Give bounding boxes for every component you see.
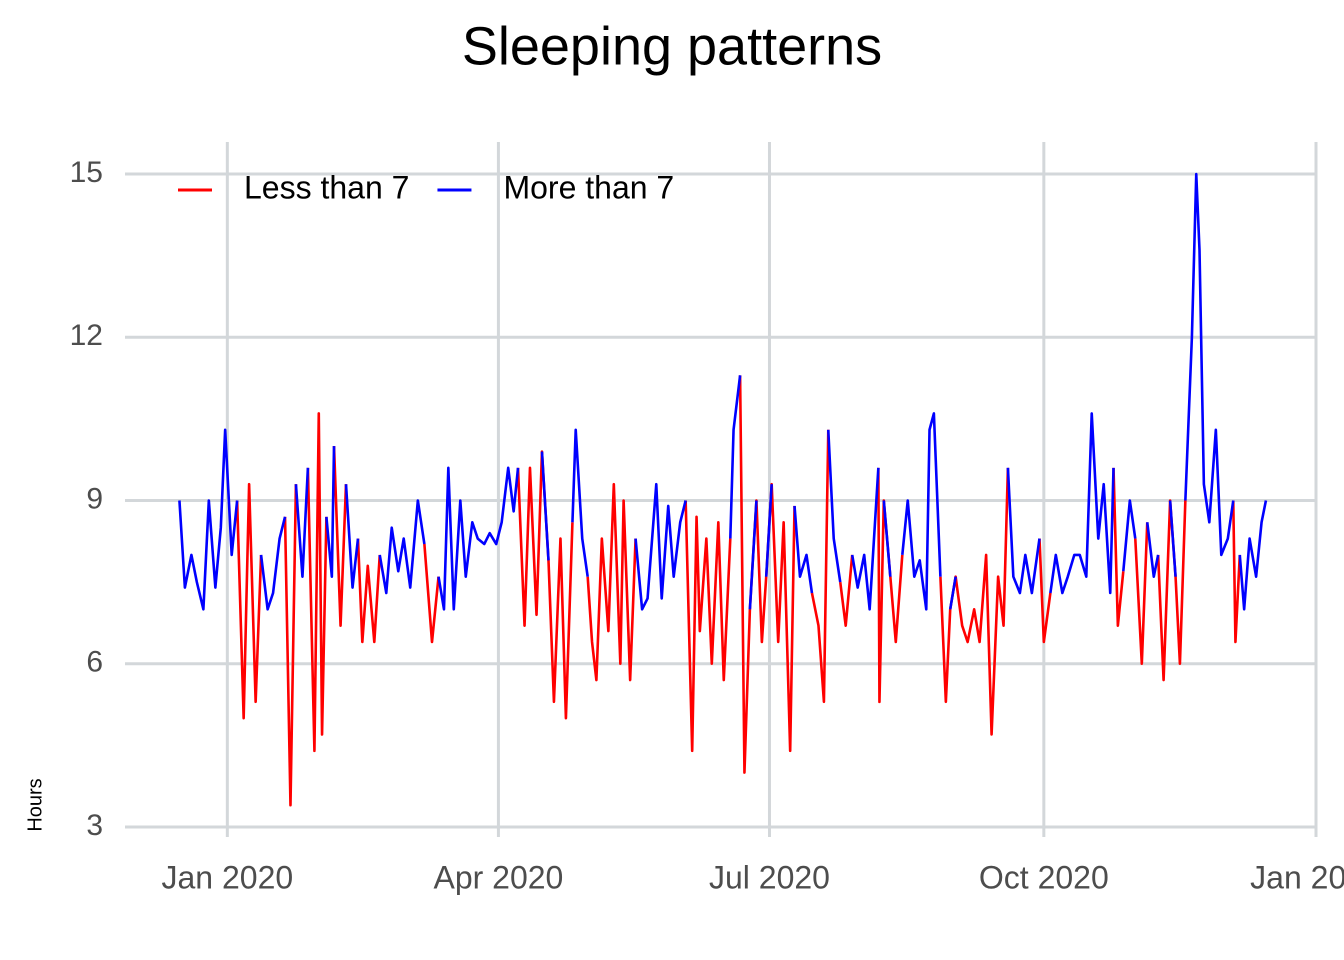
y-tick-label: 3	[86, 809, 103, 842]
y-tick-label: 15	[70, 156, 103, 189]
x-tick-label: Apr 2020	[433, 859, 563, 895]
x-tick-label: Jan 2020	[161, 859, 293, 895]
y-axis-label: Hours	[24, 778, 46, 831]
y-tick-label: 12	[70, 319, 103, 352]
legend-label: More than 7	[503, 169, 674, 205]
x-tick-label: Jul 2020	[709, 859, 830, 895]
chart-title: Sleeping patterns	[462, 16, 882, 76]
legend-label: Less than 7	[244, 169, 409, 205]
x-tick-label: Jan 2021	[1250, 859, 1344, 895]
series-line	[178, 172, 1268, 611]
x-tick-label: Oct 2020	[979, 859, 1109, 895]
y-tick-label: 9	[86, 482, 103, 515]
y-tick-label: 6	[86, 646, 103, 679]
